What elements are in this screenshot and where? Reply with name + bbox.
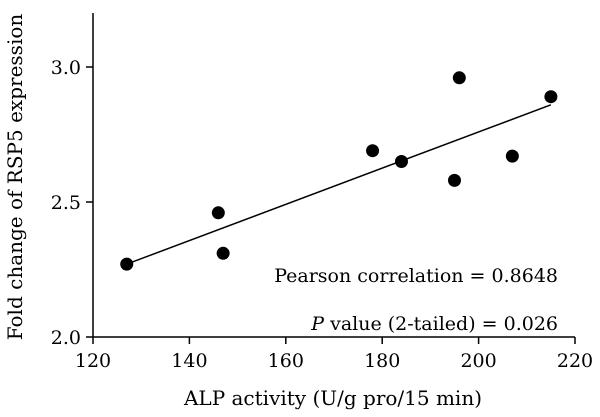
y-tick-label: 2.5 bbox=[51, 192, 81, 214]
x-axis-label: ALP activity (U/g pro/15 min) bbox=[183, 386, 482, 410]
data-point bbox=[544, 90, 558, 104]
trendline bbox=[126, 104, 552, 265]
data-point bbox=[120, 257, 134, 271]
y-axis-label: Fold change of RSP5 expression bbox=[3, 14, 27, 341]
data-point bbox=[216, 246, 230, 260]
x-tick-label: 120 bbox=[75, 350, 111, 372]
x-tick-label: 180 bbox=[364, 350, 400, 372]
p-value-text: value (2-tailed) = 0.026 bbox=[324, 313, 558, 335]
x-tick-label: 160 bbox=[268, 350, 304, 372]
p-italic: P bbox=[310, 313, 325, 335]
data-point bbox=[366, 144, 380, 158]
data-point bbox=[448, 173, 461, 187]
y-tick-label: 3.0 bbox=[51, 57, 81, 79]
x-tick-label: 220 bbox=[557, 350, 593, 372]
y-axis-ticks: 2.0 2.5 3.0 bbox=[51, 57, 93, 349]
p-value-annotation: P value (2-tailed) = 0.026 bbox=[310, 313, 558, 335]
data-point bbox=[394, 155, 408, 168]
data-point bbox=[452, 71, 466, 85]
data-point bbox=[211, 206, 225, 220]
data-point bbox=[505, 149, 519, 163]
pearson-annotation: Pearson correlation = 0.8648 bbox=[274, 265, 558, 287]
x-tick-label: 200 bbox=[460, 350, 496, 372]
y-tick-label: 2.0 bbox=[51, 327, 81, 349]
x-axis-ticks: 120 140 160 180 200 220 bbox=[75, 337, 593, 372]
data-points bbox=[120, 71, 558, 271]
x-tick-label: 140 bbox=[171, 350, 207, 372]
